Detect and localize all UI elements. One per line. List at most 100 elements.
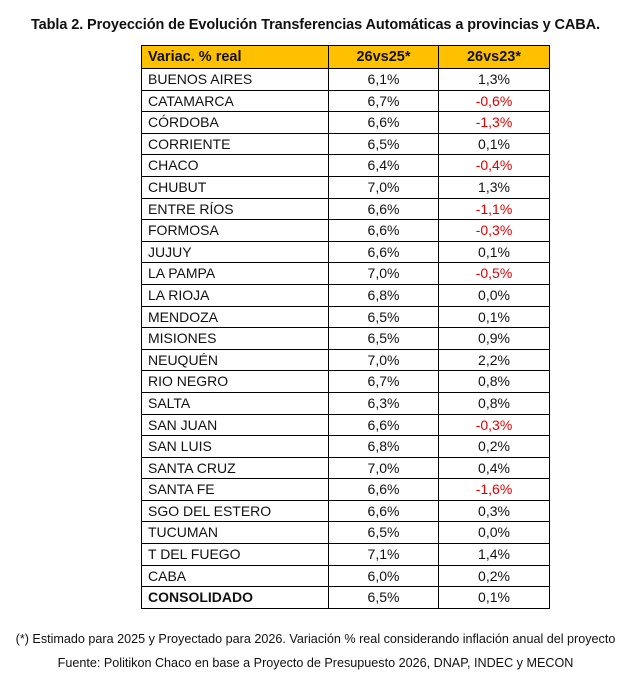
value-26vs23: 0,0% xyxy=(438,283,550,307)
value-26vs25: 6,0% xyxy=(328,564,439,588)
table-row: CHUBUT 7,0% 1,3% xyxy=(141,175,550,199)
transfers-table: Variac. % real 26vs25* 26vs23* BUENOS AI… xyxy=(141,45,550,609)
province-name: CORRIENTE xyxy=(141,132,329,156)
total-26vs23: 0,1% xyxy=(438,586,550,609)
province-name: CHACO xyxy=(141,154,329,177)
province-name: T DEL FUEGO xyxy=(141,543,329,566)
province-name: SALTA xyxy=(141,391,329,415)
value-26vs23: 0,2% xyxy=(438,435,550,458)
table-row: SALTA 6,3% 0,8% xyxy=(141,391,550,415)
footnote: (*) Estimado para 2025 y Proyectado para… xyxy=(15,632,616,646)
value-26vs25: 6,5% xyxy=(328,132,439,156)
value-26vs25: 6,8% xyxy=(328,435,439,458)
value-26vs25: 7,0% xyxy=(328,175,439,199)
value-26vs23: 0,3% xyxy=(438,499,550,523)
value-26vs25: 6,5% xyxy=(328,305,439,329)
table-row: NEUQUÉN 7,0% 2,2% xyxy=(141,348,550,372)
value-26vs23: -1,1% xyxy=(438,197,550,221)
table-row: MENDOZA 6,5% 0,1% xyxy=(141,305,550,329)
value-26vs25: 6,6% xyxy=(328,219,439,242)
table-row: MISIONES 6,5% 0,9% xyxy=(141,327,550,350)
value-26vs23: 0,4% xyxy=(438,456,550,480)
table-row: LA RIOJA 6,8% 0,0% xyxy=(141,283,550,307)
value-26vs25: 6,6% xyxy=(328,478,439,501)
province-name: SAN LUIS xyxy=(141,435,329,458)
province-name: MISIONES xyxy=(141,327,329,350)
province-name: LA RIOJA xyxy=(141,283,329,307)
value-26vs23: 1,4% xyxy=(438,543,550,566)
table-body: BUENOS AIRES 6,1% 1,3% CATAMARCA 6,7% -0,6% CÓ… xyxy=(141,68,550,609)
value-26vs25: 7,1% xyxy=(328,543,439,566)
province-name: MENDOZA xyxy=(141,305,329,329)
header-26vs23: 26vs23* xyxy=(438,45,550,69)
province-name: SGO DEL ESTERO xyxy=(141,499,329,523)
province-name: RIO NEGRO xyxy=(141,370,329,393)
value-26vs23: -1,6% xyxy=(438,478,550,501)
value-26vs23: 0,0% xyxy=(438,521,550,545)
province-name: LA PAMPA xyxy=(141,262,329,285)
table-row: LA PAMPA 7,0% -0,5% xyxy=(141,262,550,285)
value-26vs25: 6,5% xyxy=(328,521,439,545)
table-row: JUJUY 6,6% 0,1% xyxy=(141,240,550,264)
value-26vs25: 7,0% xyxy=(328,456,439,480)
value-26vs25: 6,7% xyxy=(328,89,439,113)
table-row: SANTA CRUZ 7,0% 0,4% xyxy=(141,456,550,480)
value-26vs23: -1,3% xyxy=(438,111,550,134)
province-name: NEUQUÉN xyxy=(141,348,329,372)
total-26vs25: 6,5% xyxy=(328,586,439,609)
value-26vs23: 0,8% xyxy=(438,370,550,393)
value-26vs25: 7,0% xyxy=(328,262,439,285)
province-name: SANTA CRUZ xyxy=(141,456,329,480)
province-name: BUENOS AIRES xyxy=(141,68,329,91)
value-26vs23: 1,3% xyxy=(438,175,550,199)
value-26vs23: 0,1% xyxy=(438,240,550,264)
value-26vs23: 2,2% xyxy=(438,348,550,372)
value-26vs23: 0,8% xyxy=(438,391,550,415)
value-26vs23: 1,3% xyxy=(438,68,550,91)
province-name: CABA xyxy=(141,564,329,588)
value-26vs25: 6,6% xyxy=(328,413,439,437)
value-26vs23: -0,4% xyxy=(438,154,550,177)
table-title: Tabla 2. Proyección de Evolución Transfe… xyxy=(31,17,600,33)
table-row: CÓRDOBA 6,6% -1,3% xyxy=(141,111,550,134)
table-row: RIO NEGRO 6,7% 0,8% xyxy=(141,370,550,393)
table-row: CHACO 6,4% -0,4% xyxy=(141,154,550,177)
value-26vs25: 6,5% xyxy=(328,327,439,350)
value-26vs25: 6,4% xyxy=(328,154,439,177)
value-26vs23: 0,9% xyxy=(438,327,550,350)
province-name: CÓRDOBA xyxy=(141,111,329,134)
table-row: TUCUMAN 6,5% 0,0% xyxy=(141,521,550,545)
province-name: SANTA FE xyxy=(141,478,329,501)
value-26vs25: 6,1% xyxy=(328,68,439,91)
source-note: Fuente: Politikon Chaco en base a Proyec… xyxy=(57,656,574,670)
table-row: FORMOSA 6,6% -0,3% xyxy=(141,219,550,242)
value-26vs25: 6,7% xyxy=(328,370,439,393)
value-26vs25: 6,6% xyxy=(328,499,439,523)
table-row: SAN JUAN 6,6% -0,3% xyxy=(141,413,550,437)
value-26vs23: -0,5% xyxy=(438,262,550,285)
table-row: CORRIENTE 6,5% 0,1% xyxy=(141,132,550,156)
province-name: CATAMARCA xyxy=(141,89,329,113)
header-26vs25: 26vs25* xyxy=(328,45,439,69)
value-26vs23: -0,3% xyxy=(438,219,550,242)
value-26vs23: 0,2% xyxy=(438,564,550,588)
province-name: CHUBUT xyxy=(141,175,329,199)
table-row: SGO DEL ESTERO 6,6% 0,3% xyxy=(141,499,550,523)
header-province: Variac. % real xyxy=(141,45,329,69)
table-row: SANTA FE 6,6% -1,6% xyxy=(141,478,550,501)
table-row: T DEL FUEGO 7,1% 1,4% xyxy=(141,543,550,566)
value-26vs23: -0,6% xyxy=(438,89,550,113)
value-26vs25: 7,0% xyxy=(328,348,439,372)
province-name: ENTRE RÍOS xyxy=(141,197,329,221)
province-name: TUCUMAN xyxy=(141,521,329,545)
table-row: ENTRE RÍOS 6,6% -1,1% xyxy=(141,197,550,221)
value-26vs25: 6,6% xyxy=(328,240,439,264)
value-26vs25: 6,3% xyxy=(328,391,439,415)
total-row: CONSOLIDADO 6,5% 0,1% xyxy=(141,586,550,609)
value-26vs23: 0,1% xyxy=(438,132,550,156)
province-name: SAN JUAN xyxy=(141,413,329,437)
table-header-row: Variac. % real 26vs25* 26vs23* xyxy=(141,45,550,69)
value-26vs23: -0,3% xyxy=(438,413,550,437)
total-label: CONSOLIDADO xyxy=(141,586,329,609)
value-26vs25: 6,6% xyxy=(328,197,439,221)
